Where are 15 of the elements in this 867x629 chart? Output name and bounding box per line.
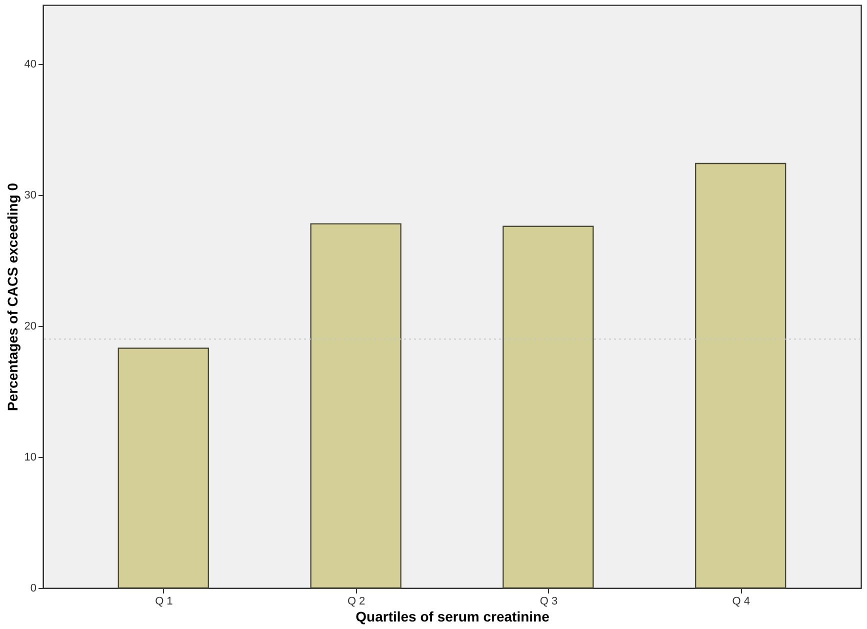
y-tick-label: 40 xyxy=(24,58,36,70)
bar xyxy=(310,223,402,589)
x-tick-label: Q 1 xyxy=(155,596,173,608)
y-axis-title: Percentages of CACS exceeding 0 xyxy=(4,182,20,411)
x-tick-label: Q 3 xyxy=(540,596,558,608)
y-tick-label: 10 xyxy=(24,451,36,464)
bar xyxy=(502,226,594,589)
x-tick-label: Q 4 xyxy=(732,596,750,608)
y-tick-label: 20 xyxy=(24,320,36,332)
y-tick-label: 0 xyxy=(30,582,36,594)
x-axis-title: Quartiles of serum creatinine xyxy=(356,608,550,624)
y-tick-label: 30 xyxy=(24,189,36,202)
bar xyxy=(118,348,210,589)
x-tick-label: Q 2 xyxy=(347,596,366,608)
bar xyxy=(694,162,786,589)
